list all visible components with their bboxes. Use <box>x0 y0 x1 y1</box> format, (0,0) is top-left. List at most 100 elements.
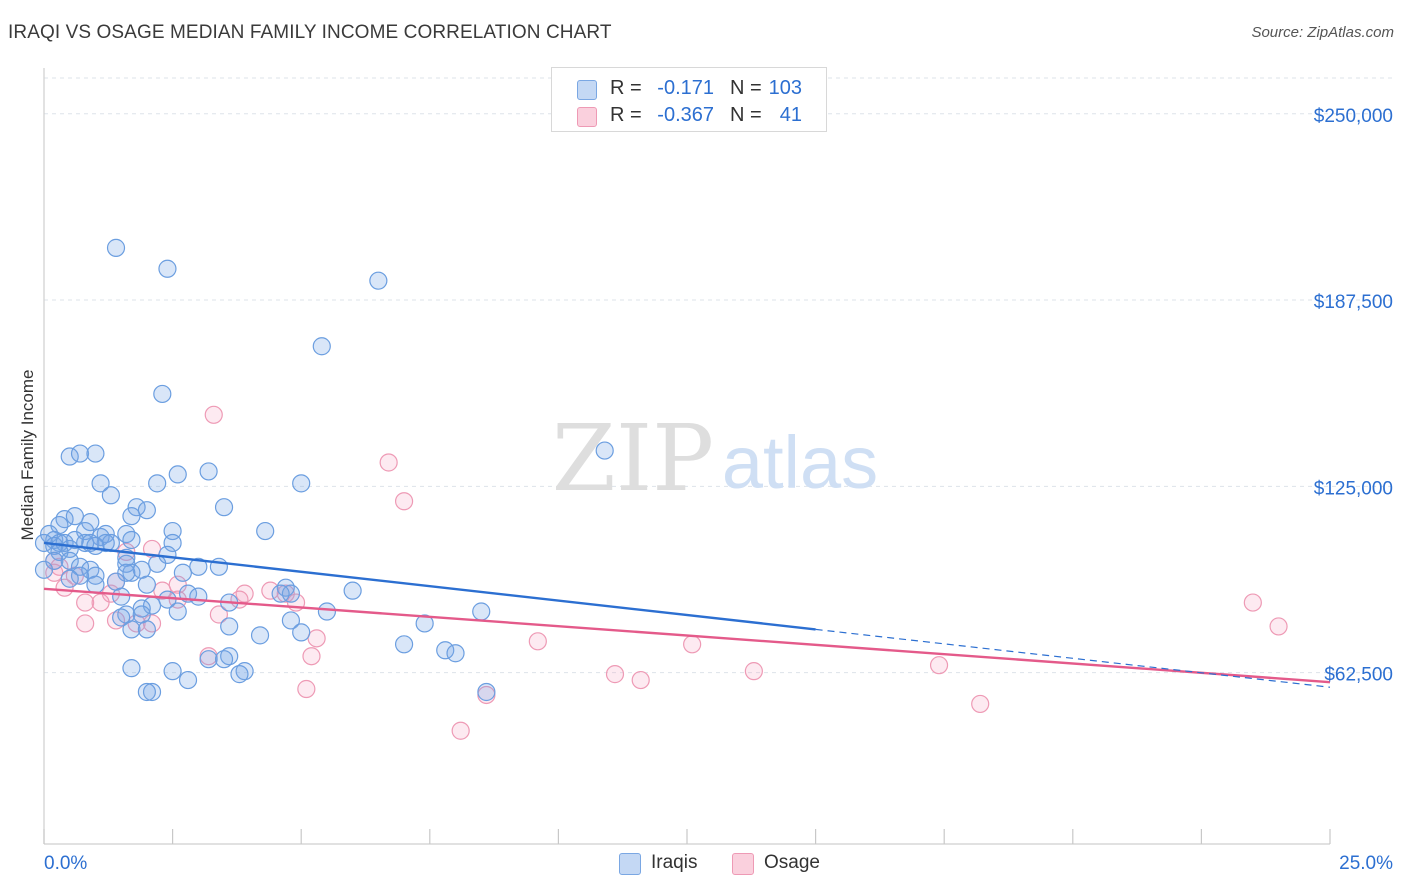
legend-label-iraqis: Iraqis <box>651 852 698 873</box>
iraqis-point <box>220 647 239 666</box>
osage-point <box>261 581 280 600</box>
iraqis-point <box>163 533 182 553</box>
iraqis-point <box>168 602 187 621</box>
watermark: ZIP atlas <box>552 405 878 512</box>
iraqis-point <box>220 617 239 636</box>
osage-point <box>605 665 625 684</box>
iraqis-point <box>214 498 234 517</box>
y-tick-label: $62,500 <box>1324 665 1393 686</box>
watermark-atlas: atlas <box>722 421 878 504</box>
iraqis-point <box>117 563 136 582</box>
osage-point <box>153 581 172 600</box>
trend-lines <box>43 541 1331 688</box>
iraqis-trend-line <box>43 541 816 631</box>
iraqis-point <box>214 650 234 669</box>
iraqis-point <box>158 259 177 278</box>
iraqis-point <box>101 486 120 505</box>
osage-point <box>528 632 547 651</box>
iraqis-point <box>127 498 146 517</box>
iraqis-point <box>132 599 151 618</box>
iraqis-point <box>199 650 218 669</box>
iraqis-point <box>60 551 79 570</box>
iraqis-point <box>70 566 90 585</box>
osage-point <box>297 679 316 699</box>
source-label: Source: ZipAtlas.com <box>1251 24 1394 41</box>
osage-point <box>394 492 414 511</box>
iraqis-point <box>81 513 100 532</box>
legend-r-value: -0.367 <box>657 104 714 126</box>
osage-point <box>209 605 228 624</box>
legend-swatch-osage <box>732 853 754 875</box>
osage-point <box>76 593 95 612</box>
correlation-legend: R = -0.171 N = 103 R = -0.367 N = 41 <box>551 67 827 132</box>
iraqis-point <box>292 474 311 493</box>
iraqis-point <box>271 584 290 603</box>
chart-axes <box>43 68 1331 845</box>
iraqis-point <box>55 533 74 553</box>
x-tick-label: 0.0% <box>44 853 87 874</box>
iraqis-point <box>122 507 141 526</box>
iraqis-point <box>230 665 249 684</box>
legend-row-iraqis: R = -0.171 N = 103 <box>552 74 826 104</box>
legend-label-osage: Osage <box>764 852 820 873</box>
iraqis-point <box>122 620 141 639</box>
iraqis-point <box>86 536 105 556</box>
iraqis-point <box>91 474 110 493</box>
legend-n-value: 41 <box>779 104 802 126</box>
y-tick-labels: $62,500 $125,000 $187,500 $250,000 <box>1314 106 1393 686</box>
iraqis-point <box>178 670 198 690</box>
grid-lines <box>44 77 1392 674</box>
iraqis-point <box>122 563 141 582</box>
iraqis-point <box>70 444 90 463</box>
legend-r-value: -0.171 <box>657 77 714 99</box>
chart-title: IRAQI VS OSAGE MEDIAN FAMILY INCOME CORR… <box>8 22 612 43</box>
osage-point <box>1243 593 1262 612</box>
osage-point <box>302 647 321 666</box>
iraqis-point <box>148 474 167 493</box>
osage-point <box>744 662 763 681</box>
iraqis-point <box>112 587 131 606</box>
osage-point <box>379 453 398 472</box>
iraqis-point <box>106 238 126 257</box>
osage-trend-line <box>43 587 1331 684</box>
iraqis-point <box>60 569 79 588</box>
y-tick-label: $125,000 <box>1314 478 1393 499</box>
iraqis-point <box>436 641 455 660</box>
iraqis-point <box>415 614 434 633</box>
osage-point <box>50 557 69 576</box>
iraqis-point <box>163 662 182 681</box>
osage-point <box>168 575 187 594</box>
osage-point <box>91 593 110 612</box>
osage-point <box>204 405 223 424</box>
iraqis-point <box>343 581 362 600</box>
iraqis-point <box>595 441 614 460</box>
osage-points <box>45 405 1288 740</box>
iraqis-point <box>122 530 141 550</box>
osage-point <box>929 656 949 675</box>
osage-point <box>683 635 702 654</box>
iraqis-point <box>137 575 156 594</box>
osage-point <box>971 694 990 714</box>
iraqis-point <box>199 462 218 481</box>
legend-n-label: N = <box>730 104 762 126</box>
iraqis-trend-extension <box>815 628 1331 688</box>
x-tick-label: 25.0% <box>1339 853 1393 874</box>
iraqis-point <box>142 682 162 702</box>
x-tick-labels: 0.0% 25.0% <box>44 853 1393 874</box>
iraqis-point <box>137 682 156 702</box>
iraqis-point <box>250 626 270 645</box>
iraqis-point <box>281 584 301 603</box>
iraqis-point <box>117 524 136 544</box>
iraqis-point <box>394 635 414 654</box>
iraqis-point <box>86 575 105 594</box>
watermark-zip: ZIP <box>552 405 714 512</box>
legend-n-value: 103 <box>768 77 802 99</box>
osage-point <box>451 721 470 740</box>
iraqis-point <box>65 530 84 550</box>
y-tick-label: $187,500 <box>1314 292 1393 313</box>
osage-point <box>235 584 254 603</box>
iraqis-point <box>50 542 69 562</box>
iraqis-point <box>189 587 208 606</box>
iraqis-point <box>122 659 141 678</box>
legend-n-label: N = <box>730 77 762 99</box>
